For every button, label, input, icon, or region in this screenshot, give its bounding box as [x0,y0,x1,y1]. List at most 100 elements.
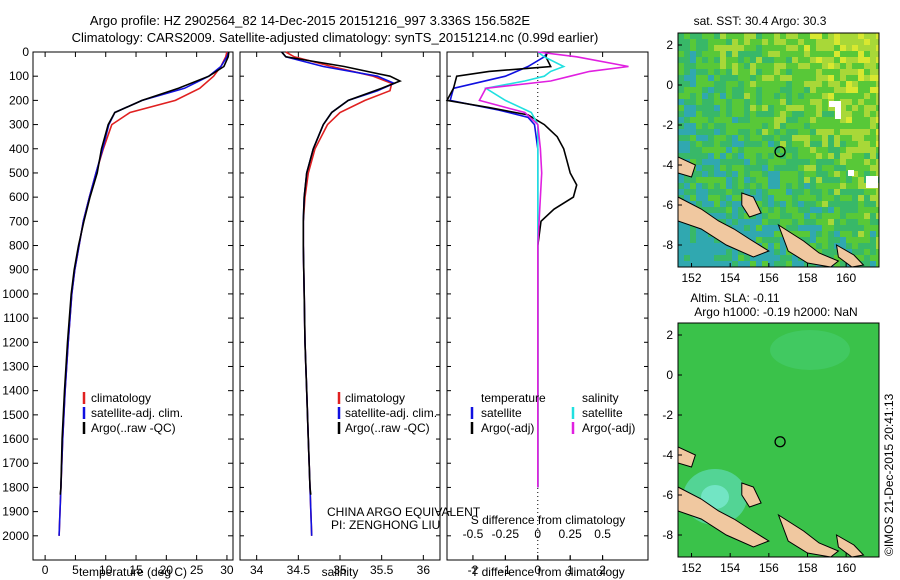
heatmap-cell [762,117,768,123]
heatmap-cell [816,159,822,165]
heatmap-cell [762,201,768,207]
heatmap-cell [762,99,768,105]
heatmap-cell [816,33,822,39]
heatmap-cell [750,255,756,261]
heatmap-cell [690,75,696,81]
heatmap-cell [708,159,714,165]
heatmap-cell [756,231,762,237]
heatmap-cell [876,93,879,99]
heatmap-cell [846,225,852,231]
heatmap-cell [708,201,714,207]
heatmap-cell [828,123,834,129]
heatmap-cell [702,69,708,75]
heatmap-cell [732,201,738,207]
heatmap-cell [786,153,792,159]
heatmap-cell [786,219,792,225]
heatmap-cell [822,63,828,69]
heatmap-cell [756,219,762,225]
heatmap-cell [804,147,810,153]
heatmap-cell [678,129,684,135]
heatmap-cell [732,99,738,105]
heatmap-cell [720,69,726,75]
heatmap-cell [744,87,750,93]
heatmap-cell [864,87,870,93]
heatmap-cell [828,75,834,81]
heatmap-cell [828,33,834,39]
heatmap-cell [756,129,762,135]
heatmap-cell [744,177,750,183]
heatmap-cell [696,147,702,153]
heatmap-cell [804,201,810,207]
heatmap-cell [828,111,834,117]
heatmap-cell [690,105,696,111]
y-tick-label: 800 [9,239,29,253]
heatmap-cell [846,111,852,117]
heatmap-cell [702,45,708,51]
heatmap-cell [864,219,870,225]
heatmap-cell [852,105,858,111]
heatmap-cell [768,183,774,189]
heatmap-cell [846,69,852,75]
heatmap-cell [762,183,768,189]
heatmap-cell [834,147,840,153]
heatmap-cell [750,111,756,117]
heatmap-cell [714,117,720,123]
legend-label-argo: Argo(..raw -QC) [345,421,430,435]
heatmap-cell [816,171,822,177]
heatmap-cell [702,147,708,153]
heatmap-cell [774,99,780,105]
heatmap-cell [798,201,804,207]
heatmap-cell [852,87,858,93]
legend-title-temperature: temperature [481,391,546,405]
heatmap-cell [846,99,852,105]
heatmap-cell [738,153,744,159]
heatmap-cell [684,255,690,261]
heatmap-cell [852,141,858,147]
heatmap-cell [786,135,792,141]
heatmap-cell [828,189,834,195]
heatmap-cell [822,45,828,51]
heatmap-cell [756,105,762,111]
heatmap-cell [702,153,708,159]
heatmap-cell [876,141,879,147]
heatmap-cell [696,39,702,45]
heatmap-cell [810,165,816,171]
sst-map-frame [677,32,880,268]
heatmap-cell [792,117,798,123]
heatmap-cell [846,147,852,153]
heatmap-cell [762,165,768,171]
heatmap-cell [702,141,708,147]
heatmap-cell [840,87,846,93]
heatmap-cell [714,261,720,267]
heatmap-cell [768,171,774,177]
heatmap-cell [690,93,696,99]
heatmap-cell [750,183,756,189]
heatmap-cell [786,261,792,267]
heatmap-cell [756,75,762,81]
heatmap-cell [702,123,708,129]
heatmap-cell [834,213,840,219]
heatmap-cell [870,243,876,249]
heatmap-cell [690,57,696,63]
series-line-argo-raw-qc- [59,51,230,495]
heatmap-cell [846,219,852,225]
map-y-tick-label: -6 [662,198,673,212]
heatmap-cell [732,261,738,267]
heatmap-cell [840,75,846,81]
heatmap-cell [708,87,714,93]
heatmap-cell [768,243,774,249]
heatmap-cell [792,261,798,267]
heatmap-cell [732,93,738,99]
heatmap-cell [720,165,726,171]
heatmap-cell [732,159,738,165]
heatmap-cell [822,189,828,195]
heatmap-cell [864,39,870,45]
heatmap-cell [708,141,714,147]
heatmap-cell [756,39,762,45]
heatmap-cell [810,225,816,231]
heatmap-cell [714,171,720,177]
heatmap-cell [732,147,738,153]
heatmap-cell [792,135,798,141]
heatmap-cell [714,105,720,111]
heatmap-cell [792,219,798,225]
